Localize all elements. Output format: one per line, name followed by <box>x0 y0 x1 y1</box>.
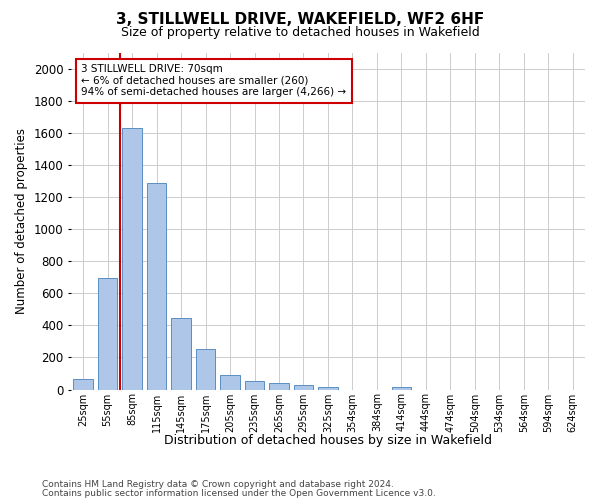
Text: Contains public sector information licensed under the Open Government Licence v3: Contains public sector information licen… <box>42 488 436 498</box>
Bar <box>122 128 142 390</box>
Bar <box>147 184 166 390</box>
Bar <box>172 318 191 390</box>
Bar <box>196 348 215 390</box>
X-axis label: Distribution of detached houses by size in Wakefield: Distribution of detached houses by size … <box>164 434 492 448</box>
Bar <box>73 379 93 390</box>
Y-axis label: Number of detached properties: Number of detached properties <box>15 128 28 314</box>
Bar <box>392 386 411 390</box>
Bar <box>98 278 118 390</box>
Bar <box>245 381 265 390</box>
Text: Size of property relative to detached houses in Wakefield: Size of property relative to detached ho… <box>121 26 479 39</box>
Text: 3, STILLWELL DRIVE, WAKEFIELD, WF2 6HF: 3, STILLWELL DRIVE, WAKEFIELD, WF2 6HF <box>116 12 484 28</box>
Text: 3 STILLWELL DRIVE: 70sqm
← 6% of detached houses are smaller (260)
94% of semi-d: 3 STILLWELL DRIVE: 70sqm ← 6% of detache… <box>81 64 346 98</box>
Bar <box>269 384 289 390</box>
Bar <box>294 385 313 390</box>
Bar <box>220 376 240 390</box>
Bar <box>318 386 338 390</box>
Text: Contains HM Land Registry data © Crown copyright and database right 2024.: Contains HM Land Registry data © Crown c… <box>42 480 394 489</box>
